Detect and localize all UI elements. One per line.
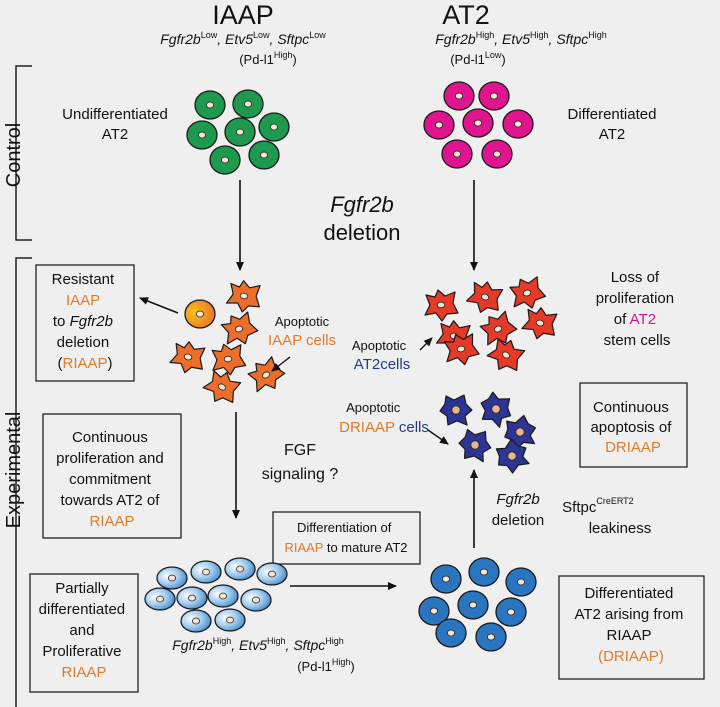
experimental-label: Experimental	[3, 412, 25, 529]
resistant-iaap-box	[35, 264, 135, 382]
differentiated-at2-cell	[462, 108, 494, 138]
arrow-to-apoptotic-iaap	[271, 356, 291, 372]
partially-differentiated-cell	[144, 587, 176, 611]
undifferentiated-at2-cell	[186, 120, 218, 150]
driaap-apoptotic-cell	[458, 428, 492, 463]
iaap-cell	[202, 370, 242, 404]
sftpc-leakiness-label: SftpcCreERT2 leakiness	[562, 491, 651, 537]
driaap-cell	[418, 596, 450, 626]
at2-cell	[486, 338, 526, 372]
iaap-gene-markers: Fgfr2bLow, Etv5Low, SftpcLow	[160, 30, 326, 47]
iaap-cell	[211, 343, 247, 376]
driaap-apoptotic-cell	[439, 394, 473, 426]
iaap-cell	[220, 311, 259, 345]
at2-gene-markers: Fgfr2bHigh, Etv5High, SftpcHigh	[435, 30, 607, 47]
undifferentiated-at2-cell	[209, 145, 241, 175]
differentiated-at2-cell-cluster	[423, 81, 534, 169]
at2-cell	[479, 310, 518, 346]
driaap-cell	[475, 622, 507, 652]
driaap-apoptotic-cell	[495, 438, 530, 474]
differentiation-text: Differentiation of RIAAP to mature AT2	[284, 520, 407, 555]
partially-differentiated-box	[29, 573, 139, 693]
apoptotic-iaap-cell-cluster	[169, 280, 286, 404]
driaap-cell	[468, 557, 500, 587]
partially-differentiated-riaap-cell-cluster	[144, 557, 288, 633]
partially-differentiated-cell	[207, 584, 239, 608]
differentiated-at2-cell	[502, 109, 534, 139]
differentiated-at2-label: Differentiated AT2	[568, 106, 657, 143]
undifferentiated-at2-cell	[258, 112, 290, 142]
iaap-cell	[169, 341, 206, 374]
partially-differentiated-cell	[224, 557, 256, 581]
driaap-box	[558, 575, 705, 680]
driaap-cell-cluster	[418, 557, 537, 652]
at2-title: AT2	[442, 0, 490, 30]
continuous-apoptosis-box	[579, 382, 688, 468]
resistant-iaap-text: Resistant IAAP to Fgfr2b deletion (RIAAP…	[52, 271, 119, 372]
differentiated-at2-cell	[478, 81, 510, 111]
partially-differentiated-cell	[256, 562, 288, 586]
undifferentiated-at2-cell	[232, 89, 264, 119]
continuous-apoptosis-text: Continuous apoptosis of DRIAAP	[590, 399, 675, 456]
iaap-cell	[247, 356, 286, 393]
driaap-cell	[457, 590, 489, 620]
at2-pdl1: (Pd-l1Low)	[450, 50, 506, 67]
driaap-cell	[430, 564, 462, 594]
iaap-pdl1: (Pd-l1High)	[239, 50, 297, 67]
bottom-gene-markers: Fgfr2bHigh, Etv5High, SftpcHigh	[172, 636, 344, 653]
partially-differentiated-cell	[176, 586, 208, 610]
bottom-pdl1: (Pd-l1High)	[297, 657, 355, 674]
partially-differentiated-cell	[156, 566, 188, 590]
apoptotic-driaap-label: Apoptotic DRIAAP cells	[339, 400, 429, 436]
driaap-apoptotic-cell	[504, 414, 537, 450]
fgfr2b-deletion-label: Fgfr2b deletion	[323, 192, 400, 245]
loss-of-proliferation-label: Loss of proliferation of AT2 stem cells	[596, 269, 679, 349]
undifferentiated-at2-label: Undifferentiated AT2	[62, 106, 168, 143]
driaap-cell	[495, 597, 527, 627]
partially-differentiated-cell	[214, 608, 246, 632]
undifferentiated-at2-cell	[194, 90, 226, 120]
iaap-cell	[225, 280, 261, 313]
continuous-proliferation-text: Continuous proliferation and commitment …	[56, 429, 168, 530]
differentiated-at2-cell	[481, 139, 513, 169]
undifferentiated-at2-cell	[248, 140, 280, 170]
apoptotic-driaap-cell-cluster	[439, 391, 537, 474]
experimental-bracket	[15, 257, 32, 707]
partially-differentiated-text: Partially differentiated and Proliferati…	[39, 580, 130, 681]
fgfr2b-deletion-right-label: Fgfr2b deletion	[492, 491, 545, 529]
at2-cell	[509, 276, 547, 309]
fgf-signaling-label: FGF signaling ?	[262, 442, 339, 483]
resistant-iaap-cell	[184, 299, 216, 329]
differentiation-box	[272, 511, 421, 565]
at2-cell	[424, 289, 459, 322]
driaap-apoptotic-cell	[480, 391, 512, 428]
partially-differentiated-cell	[240, 588, 272, 612]
at2-apoptotic-cell-cluster	[424, 276, 558, 372]
driaap-cell	[505, 567, 537, 597]
arrow-to-resistant	[139, 297, 179, 314]
undifferentiated-at2-cell-cluster	[186, 89, 290, 175]
continuous-proliferation-box	[42, 413, 182, 539]
differentiated-at2-cell	[443, 81, 475, 111]
control-label: Control	[3, 123, 25, 187]
at2-cell	[465, 281, 504, 313]
control-bracket	[15, 65, 32, 241]
apoptotic-iaap-label: Apoptotic IAAP cells	[268, 314, 336, 349]
driaap-text: Differentiated AT2 arising from RIAAP (D…	[574, 585, 687, 665]
apoptotic-at2-label: Apoptotic AT2cells	[352, 338, 410, 373]
differentiated-at2-cell	[423, 110, 455, 140]
at2-cell	[521, 307, 558, 340]
differentiated-at2-cell	[441, 139, 473, 169]
arrow-to-apoptotic-at2	[419, 337, 433, 351]
partially-differentiated-cell	[180, 609, 212, 633]
arrow-to-apoptotic-driaap	[427, 429, 449, 445]
at2-cell	[443, 333, 480, 366]
undifferentiated-at2-cell	[224, 117, 256, 147]
iaap-title: IAAP	[212, 0, 274, 30]
partially-differentiated-cell	[190, 560, 222, 584]
driaap-cell	[435, 618, 467, 648]
